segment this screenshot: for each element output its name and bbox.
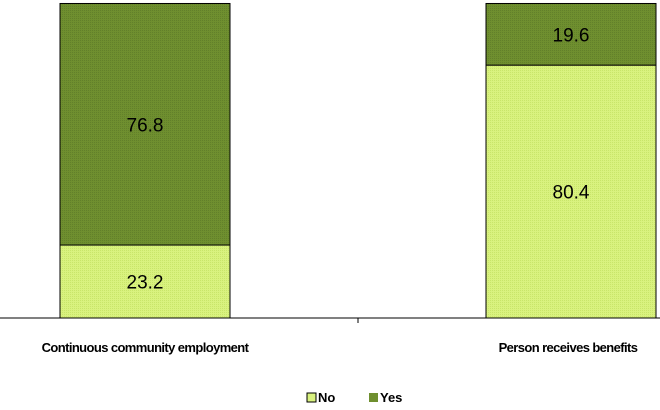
data-label-yes-1: 76.8 [127,115,164,136]
bar-segment-yes-1 [59,2,231,246]
category-label-2: Person receives benefits [499,340,638,355]
category-labels: Continuous community employment Person re… [42,340,639,355]
bar-segment-yes-2 [485,2,657,66]
legend: No Yes [306,390,402,405]
legend-swatch-no [306,392,317,403]
data-labels-layer: 23.2 76.8 80.4 19.6 [127,25,590,293]
data-label-yes-2: 19.6 [553,25,590,46]
category-label-1: Continuous community employment [42,340,250,355]
data-label-no-1: 23.2 [127,273,164,294]
legend-swatch-yes [369,393,378,402]
legend-label-no: No [318,390,335,405]
bars-layer [59,2,657,319]
data-label-no-2: 80.4 [553,183,590,204]
legend-label-yes: Yes [380,390,402,405]
bar-segment-no-1 [59,244,231,319]
